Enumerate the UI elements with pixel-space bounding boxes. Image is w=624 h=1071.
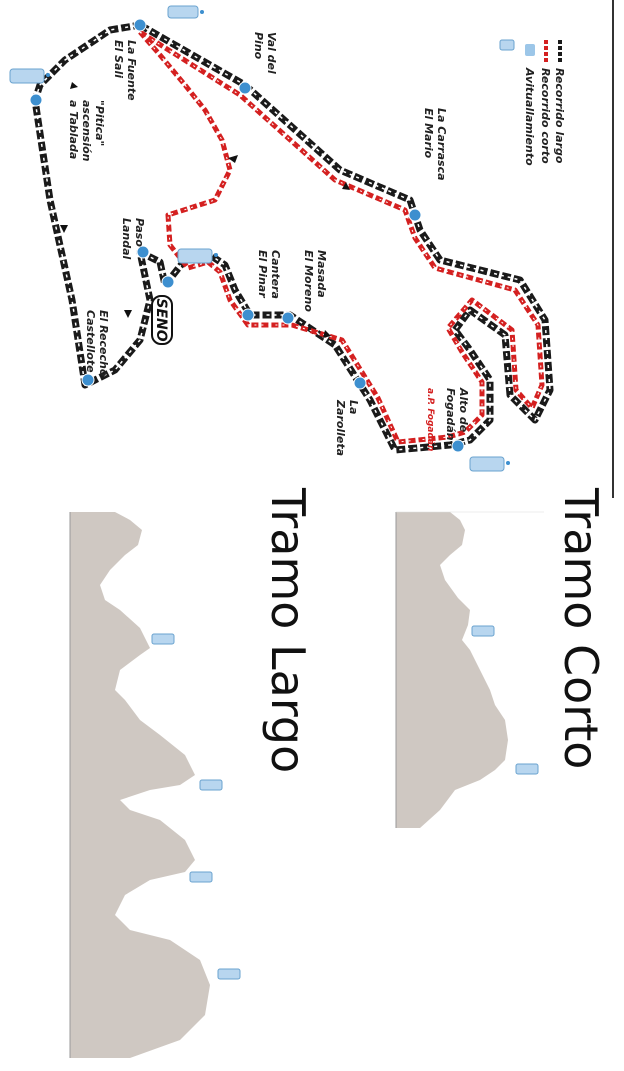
aid-point-la-carrasca <box>408 208 422 222</box>
aid-point-alto-fogadan <box>451 439 465 453</box>
water-bottle-icon <box>9 68 50 84</box>
long-route-inner <box>34 24 551 451</box>
arrow-2 <box>342 182 350 190</box>
short-route-inner <box>139 31 543 443</box>
label-pitica: "Pitica" ascensión a Tablada <box>67 100 106 165</box>
seno-badge: SENO <box>151 295 173 345</box>
label-alto-fogadan: Alto de Fogadán <box>444 387 470 441</box>
aid-points <box>29 18 465 453</box>
water-bottle-icon <box>217 968 241 980</box>
label-val-del-pino: Val del Pino <box>252 32 278 78</box>
short-profile-area <box>396 512 508 828</box>
place-labels: Val del Pino La Carrasca El Mario La Fue… <box>67 32 470 456</box>
water-bottle-icon <box>151 633 175 645</box>
aid-point-rececho <box>81 373 95 387</box>
water-bottle-icon <box>189 871 213 883</box>
label-masada: Masada El Moreno <box>302 250 328 312</box>
legend-aid-label: Avituallamiento <box>523 67 536 166</box>
legend-aid: Avituallamiento <box>523 44 536 166</box>
aid-point-cantera <box>241 308 255 322</box>
arrow-6 <box>70 82 78 89</box>
legend-long-label: Recorrido largo <box>553 68 566 164</box>
label-la-zarolleta: La Zarolleta <box>334 399 360 456</box>
short-elevation-profile <box>395 511 544 828</box>
water-bottle-icon <box>515 763 539 775</box>
frame-edge <box>612 0 614 498</box>
aid-point-seno <box>161 275 175 289</box>
legend-short-label: Recorrido corto <box>539 68 552 164</box>
water-bottle-icon <box>471 625 495 637</box>
aid-icons <box>9 5 515 472</box>
long-route-path <box>31 21 554 454</box>
aid-point-val-del-pino <box>238 81 252 95</box>
arrow-4 <box>124 310 132 318</box>
direction-arrows <box>60 82 350 338</box>
water-bottle-icon <box>499 39 515 51</box>
label-paso-landal: Paso Landal <box>120 218 146 260</box>
label-cantera: Cantera El Pinar <box>256 250 282 303</box>
legend: Recorrido largo Recorrido corto Avituall… <box>523 40 566 166</box>
aid-point-la-zarolleta <box>353 376 367 390</box>
arrow-1 <box>228 155 238 163</box>
water-bottle-icon <box>469 456 510 472</box>
aid-point-pitica <box>29 93 43 107</box>
aid-point-masada <box>281 311 295 325</box>
long-profile-area <box>70 512 210 1058</box>
long-elevation-profile <box>69 505 241 1060</box>
arrow-3 <box>323 330 331 338</box>
label-la-fuente: La Fuente El Sali <box>112 40 138 104</box>
label-el-rececho: El Rececho Castellote <box>84 310 110 380</box>
water-bottle-icon <box>199 779 223 791</box>
water-bottle-icon <box>167 5 204 19</box>
aid-point-la-fuente <box>133 18 147 32</box>
short-route-path <box>138 29 545 445</box>
route-map: SENO Val del Pino La Carrasca El Mario L… <box>9 5 554 472</box>
legend-long: Recorrido largo <box>553 40 566 164</box>
title-tramo-largo: Tramo Largo <box>261 487 315 773</box>
label-alto-fogadan-note: a.P. Fogadán <box>425 388 435 451</box>
title-tramo-corto: Tramo Corto <box>554 487 608 769</box>
seno-label: SENO <box>153 298 169 341</box>
arrow-5 <box>60 225 68 233</box>
water-bottle-icon <box>177 248 218 264</box>
label-la-carrasca: La Carrasca El Mario <box>422 108 448 184</box>
aid-point-paso-landal <box>136 245 150 259</box>
legend-short: Recorrido corto <box>539 40 552 164</box>
